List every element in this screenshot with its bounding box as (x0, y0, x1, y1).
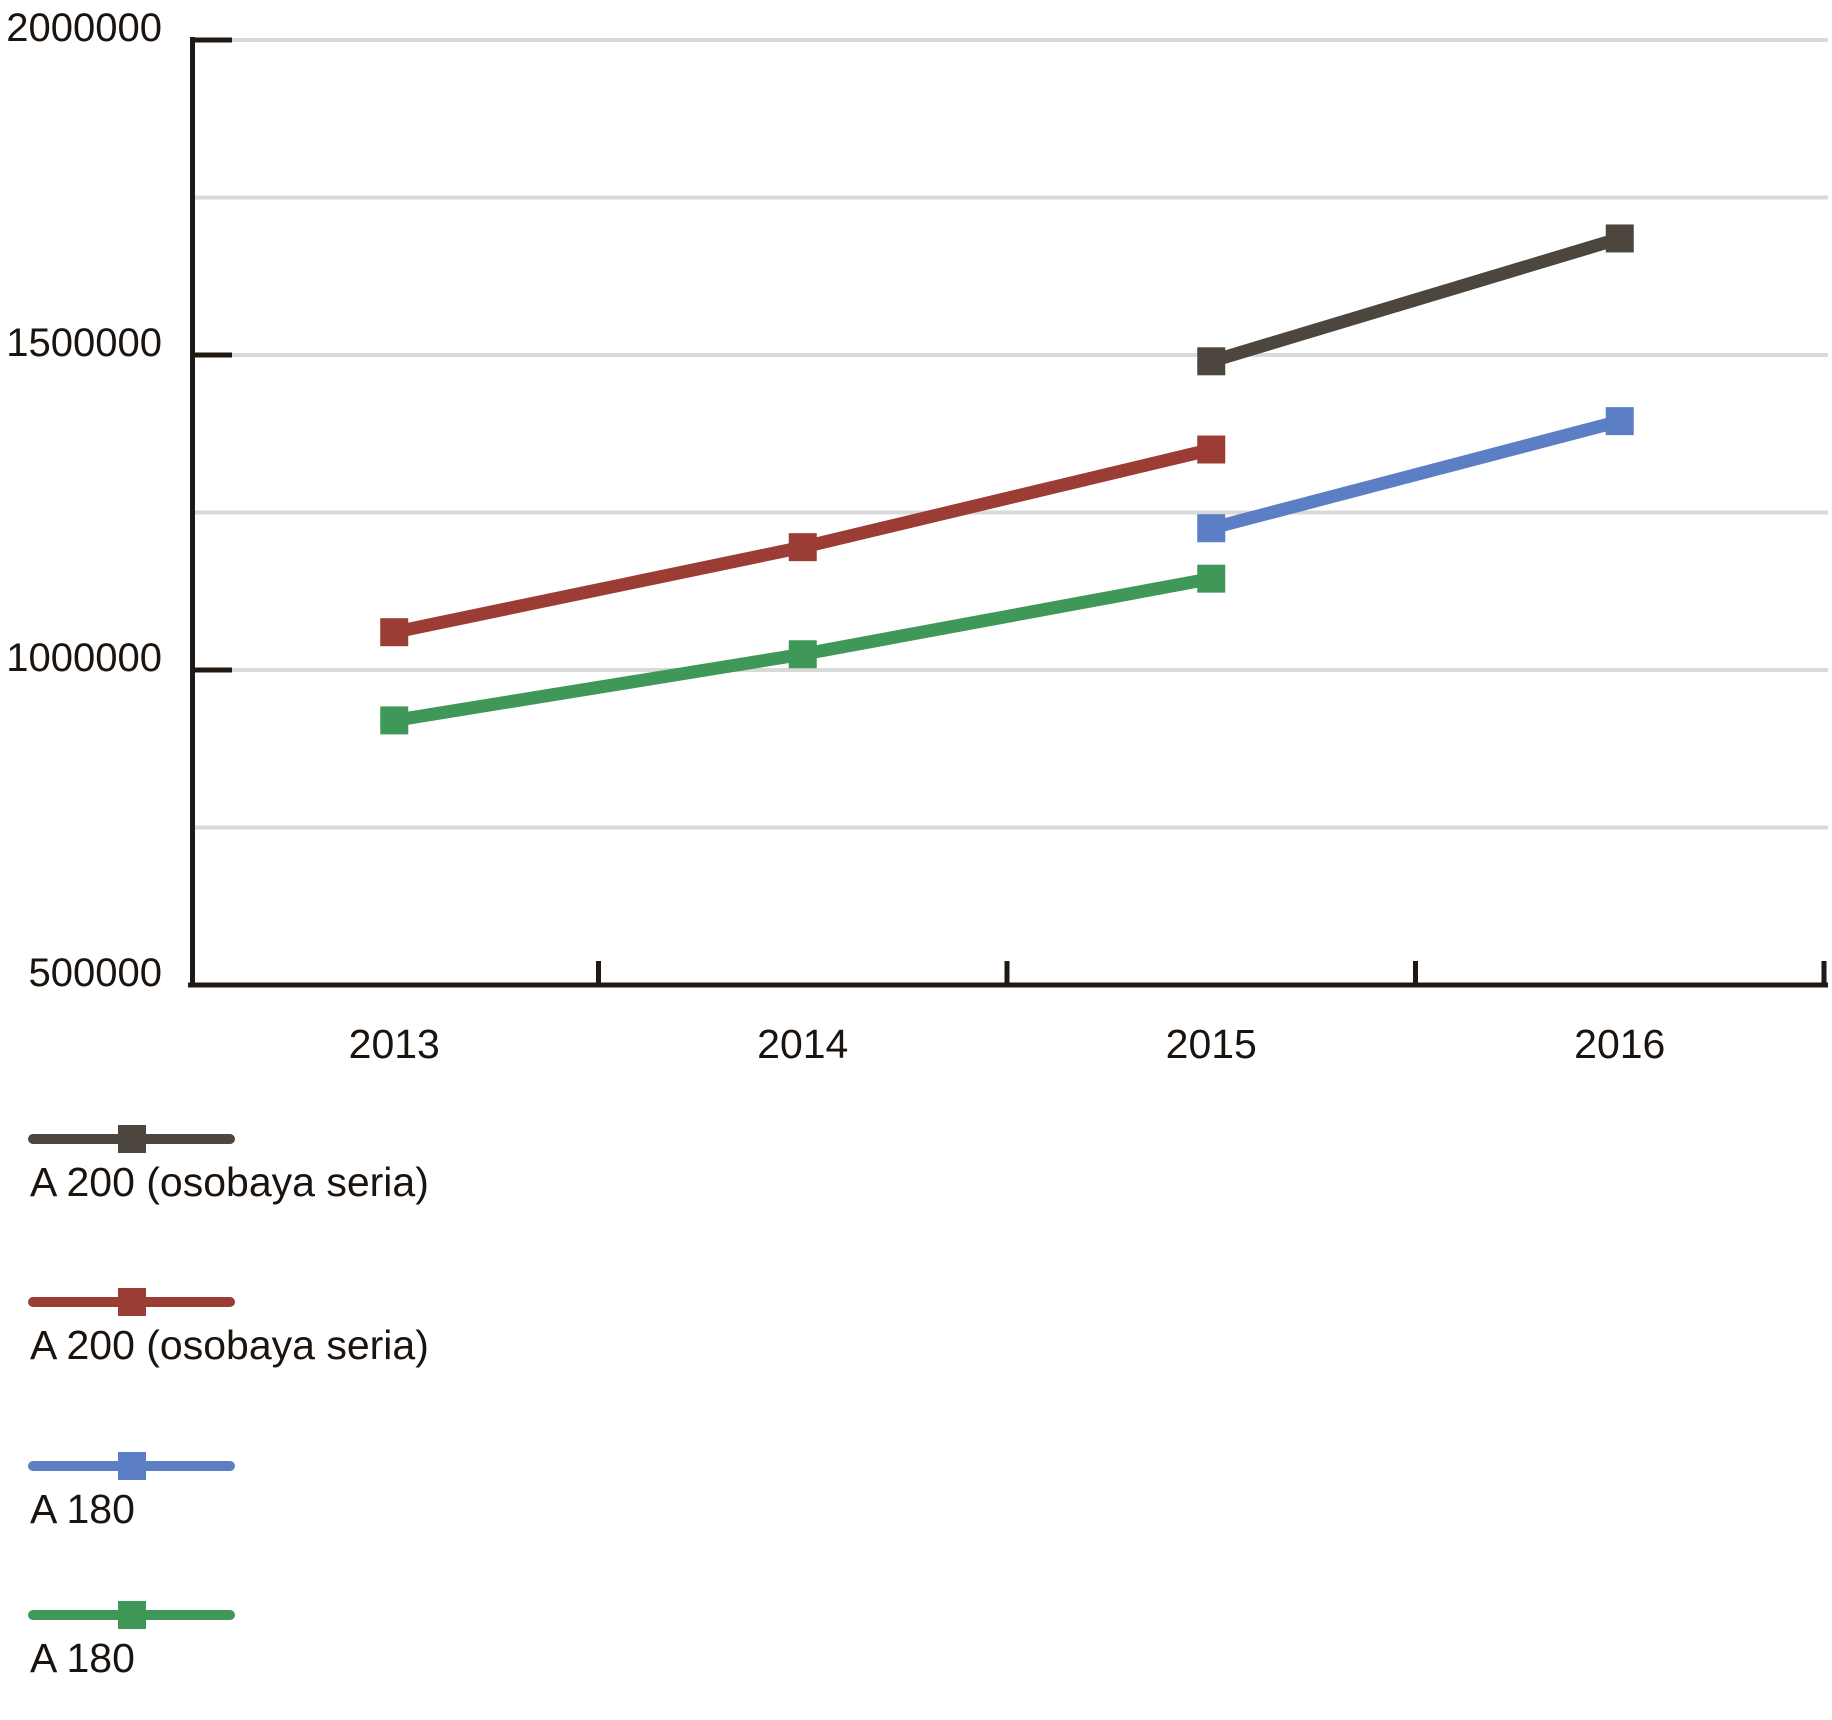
y-tick-label: 1500000 (6, 321, 162, 365)
series-line-2 (1209, 414, 1622, 535)
legend-item-a180-blue: A 180 (28, 1452, 235, 1533)
x-tick-label: 2014 (757, 1021, 848, 1067)
data-point-marker (1605, 407, 1634, 436)
legend-line-marker (28, 1601, 235, 1629)
x-tick-label: 2013 (349, 1021, 440, 1067)
data-point-marker (1197, 347, 1226, 376)
data-point-marker (380, 706, 409, 735)
y-tick-label: 2000000 (6, 6, 162, 50)
data-point-marker (1605, 224, 1634, 253)
legend-line-marker (28, 1125, 235, 1153)
y-tick-label: 500000 (29, 951, 162, 995)
x-tick-label: 2016 (1574, 1021, 1665, 1067)
data-point-marker (1197, 514, 1226, 543)
data-point-marker (788, 533, 817, 562)
legend-line-marker (28, 1288, 235, 1316)
legend-label: A 200 (osobaya seria) (30, 1159, 429, 1205)
legend-swatch-icon (28, 1288, 235, 1316)
legend-swatch-icon (28, 1452, 235, 1480)
data-point-marker (1197, 564, 1226, 593)
series-line-0 (1209, 232, 1622, 368)
y-tick-label: 1000000 (6, 636, 162, 680)
data-point-marker (1197, 435, 1226, 464)
legend-item-a200-osobaya-seria-red: A 200 (osobaya seria) (28, 1288, 429, 1369)
legend-swatch-icon (28, 1125, 235, 1153)
legend-swatch-icon (28, 1601, 235, 1629)
legend-item-a200-osobaya-seria-gray: A 200 (osobaya seria) (28, 1125, 429, 1206)
x-tick-label: 2015 (1166, 1021, 1257, 1067)
legend-label: A 200 (osobaya seria) (30, 1322, 429, 1368)
legend-label: A 180 (30, 1635, 135, 1681)
data-point-marker (380, 618, 409, 647)
plot-area: 500000 1000000 1500000 2000000 2013 2014 2015 2… (6, 6, 1828, 1067)
data-point-marker (788, 640, 817, 669)
legend-label: A 180 (30, 1486, 135, 1532)
legend-item-a180-green: A 180 (28, 1601, 235, 1682)
legend-line-marker (28, 1452, 235, 1480)
